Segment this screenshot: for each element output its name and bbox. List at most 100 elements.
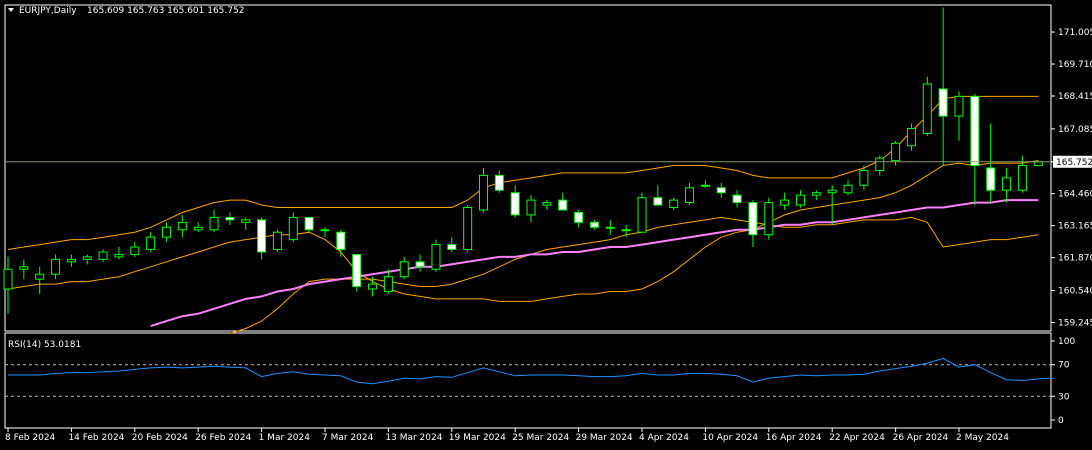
bollinger-lower-line (229, 216, 1039, 334)
time-axis: 8 Feb 2024 14 Feb 2024 20 Feb 2024 26 Feb 2… (5, 428, 1009, 443)
time-tick-label: 10 Apr 2024 (702, 433, 758, 443)
candle-body-bullish (66, 258, 76, 263)
candle-body-bullish (35, 273, 45, 280)
time-tick-label: 8 Feb 2024 (5, 433, 56, 443)
candle-body-bullish (906, 127, 916, 147)
candle-body-bearish (352, 253, 362, 288)
candle-body-bearish (589, 221, 599, 228)
price-tick-label: 169.710 (1058, 60, 1092, 70)
rsi-tick-label: 30 (1058, 392, 1070, 402)
candle-body-bearish (510, 192, 520, 216)
current-price-label: 165.752 (1056, 158, 1092, 168)
candle-body-bullish (922, 83, 932, 134)
rsi-line (8, 357, 1055, 385)
candle-body-bullish (114, 253, 124, 258)
price-tick-label: 163.165 (1058, 222, 1092, 232)
rsi-panel-frame (4, 332, 1052, 429)
candle-body-bearish (653, 197, 663, 206)
candle-body-bearish (986, 167, 996, 191)
time-tick-label: 13 Mar 2024 (385, 433, 442, 443)
candle-body-bearish (748, 202, 758, 236)
rsi-tick-label: 0 (1058, 416, 1064, 426)
candle-body-bullish (542, 202, 552, 206)
time-tick-label: 19 Mar 2024 (449, 433, 506, 443)
rsi-tick-label: 70 (1058, 361, 1070, 371)
symbol-timeframe: EURJPY,Daily (19, 6, 77, 16)
candle-body-bullish (177, 221, 187, 231)
candles-layer (3, 7, 1043, 314)
candle-body-bullish (700, 184, 710, 187)
candle-body-bullish (780, 199, 790, 206)
candle-body-bullish (162, 226, 171, 238)
candle-body-bearish (574, 211, 584, 223)
candle-body-bearish (732, 194, 742, 204)
candle-body-bullish (1002, 177, 1012, 191)
candle-body-bullish (51, 258, 61, 275)
candle-body-bullish (463, 207, 473, 250)
candle-body-bullish (621, 229, 631, 232)
time-tick-label: 20 Feb 2024 (132, 433, 188, 443)
rsi-tick-label: 100 (1058, 337, 1075, 347)
candle-body-bullish (796, 194, 805, 206)
candle-body-bullish (82, 256, 92, 260)
price-tick-label: 167.085 (1058, 125, 1092, 135)
dropdown-triangle-icon[interactable] (8, 8, 14, 12)
candle-body-bullish (764, 202, 774, 236)
price-tick-label: 171.005 (1058, 28, 1092, 38)
candle-body-bearish (970, 95, 980, 167)
price-tick-label: 168.415 (1058, 92, 1092, 102)
rsi-layer: 100 70 30 0 (5, 337, 1075, 426)
candle-body-bullish (146, 236, 156, 251)
price-tick-label: 161.870 (1058, 254, 1092, 264)
time-tick-label: 26 Feb 2024 (195, 433, 251, 443)
candle-body-bullish (1033, 161, 1043, 167)
candle-body-bullish (19, 266, 29, 270)
time-tick-label: 22 Apr 2024 (829, 433, 885, 443)
candle-body-bullish (605, 226, 615, 229)
candle-body-bullish (209, 216, 219, 231)
time-tick-label: 2 May 2024 (956, 433, 1009, 443)
candle-body-bullish (669, 199, 679, 209)
moving-average-line (150, 199, 1039, 328)
time-tick-label: 26 Apr 2024 (893, 433, 949, 443)
candle-body-bearish (336, 231, 346, 251)
time-tick-label: 14 Feb 2024 (68, 433, 124, 443)
candle-body-bearish (257, 219, 267, 253)
candle-body-bullish (1017, 165, 1027, 191)
candle-body-bullish (193, 226, 203, 231)
candle-body-bullish (431, 244, 441, 270)
candle-body-bullish (954, 95, 964, 117)
rsi-header: RSI(14) 53.0181 (8, 340, 81, 350)
candle-body-bullish (320, 229, 330, 232)
price-tick-label: 159.245 (1058, 318, 1092, 328)
candle-body-bullish (811, 192, 821, 196)
moving-average-layer (150, 199, 1039, 328)
candle-body-bullish (479, 174, 488, 211)
price-tick-label: 164.460 (1058, 190, 1092, 200)
candle-body-bearish (494, 174, 504, 191)
candle-body-bearish (716, 187, 726, 194)
candle-body-bullish (241, 219, 251, 223)
price-axis: 171.005 169.710 168.415 167.085 165.752 164.4… (1051, 28, 1092, 328)
bollinger-middle-line (7, 160, 1039, 302)
candle-body-bearish (225, 216, 235, 221)
time-tick-label: 4 Apr 2024 (639, 433, 689, 443)
time-tick-label: 16 Apr 2024 (766, 433, 822, 443)
candle-body-bullish (891, 142, 901, 162)
time-tick-label: 7 Mar 2024 (322, 433, 374, 443)
candle-body-bullish (272, 231, 282, 251)
candle-body-bullish (98, 251, 108, 260)
candle-body-bullish (843, 184, 853, 194)
time-tick-label: 1 Mar 2024 (259, 433, 311, 443)
candle-body-bullish (399, 261, 409, 278)
candle-body-bullish (526, 199, 536, 216)
time-tick-label: 25 Mar 2024 (512, 433, 569, 443)
candle-body-bearish (304, 216, 314, 231)
bollinger-layer (7, 95, 1039, 334)
candle-body-bullish (288, 216, 298, 241)
candle-body-bullish (130, 246, 140, 255)
main-panel-frame (4, 4, 1052, 332)
candle-body-bullish (368, 283, 378, 290)
candle-body-bullish (637, 197, 647, 233)
